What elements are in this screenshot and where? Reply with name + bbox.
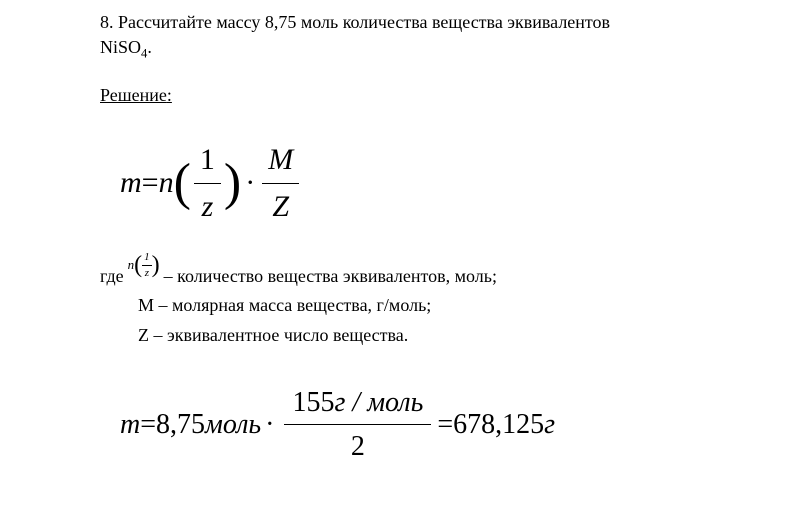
frac-num-m: M [262, 139, 299, 184]
small-num: 1 [142, 250, 152, 266]
frac-m-over-z: M Z [262, 139, 299, 228]
final-result: 678,125 [453, 405, 544, 444]
where-text-1: – количество вещества эквивалентов, моль… [164, 264, 497, 289]
problem-line-1: 8. Рассчитайте массу 8,75 моль количеств… [100, 12, 610, 32]
final-num: 155г / моль [284, 383, 431, 425]
small-frac: 1 z [142, 250, 152, 282]
var-n: n [159, 162, 174, 204]
final-eq2: = [437, 405, 453, 444]
frac-1-over-z: 1 z [194, 139, 221, 228]
frac-den-big-z: Z [266, 184, 295, 228]
frac-den-z: z [196, 184, 220, 228]
final-val1: 8,75 [156, 405, 205, 444]
compound-name: NiSO [100, 37, 141, 57]
small-paren-right: ) [152, 256, 160, 275]
main-formula: m = n ( 1 z ) · M Z [120, 139, 700, 228]
small-n-formula: n ( 1 z ) [128, 250, 160, 282]
final-den: 2 [343, 425, 373, 466]
problem-statement: 8. Рассчитайте массу 8,75 моль количеств… [100, 10, 700, 63]
frac-num-1: 1 [194, 139, 221, 184]
where-line-3: Z – эквивалентное число вещества. [138, 323, 700, 348]
where-line-2: M – молярная масса вещества, г/моль; [138, 293, 700, 318]
final-formula: m = 8,75 моль · 155г / моль 2 = 678,125 … [120, 383, 700, 466]
where-block: где n ( 1 z ) – количество вещества экви… [100, 258, 700, 348]
final-unit1: моль [205, 405, 261, 444]
small-den: z [143, 266, 151, 281]
final-frac: 155г / моль 2 [284, 383, 431, 466]
final-dot: · [265, 405, 274, 444]
where-label: где [100, 264, 124, 289]
var-m: m [120, 162, 142, 204]
where-line-1: где n ( 1 z ) – количество вещества экви… [100, 258, 700, 290]
dot-1: · [245, 162, 255, 204]
final-result-unit: г [544, 405, 555, 444]
solution-label: Решение: [100, 83, 700, 108]
final-m: m [120, 405, 140, 444]
problem-period: . [147, 37, 152, 57]
paren-right-1: ) [224, 162, 241, 204]
paren-left-1: ( [174, 162, 191, 204]
equals-1: = [142, 162, 159, 204]
small-paren-left: ( [134, 256, 142, 275]
final-eq: = [140, 405, 156, 444]
